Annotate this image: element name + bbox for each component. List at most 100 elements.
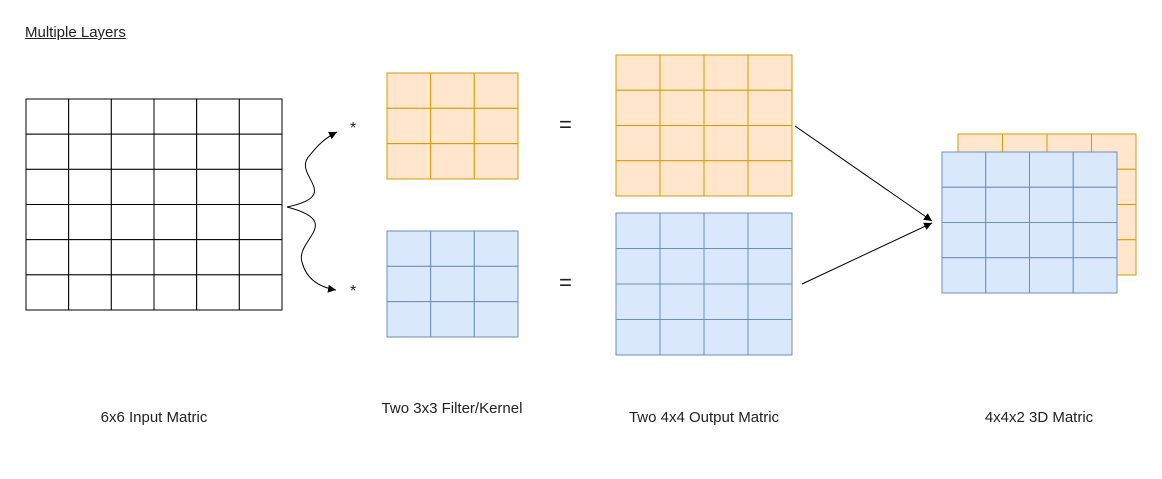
matrix-cell [703,212,749,249]
filter-matrix-blue [386,230,519,338]
caption-3d-matrix: 4x4x2 3D Matric [984,409,1094,426]
matrix-cell [153,133,198,170]
matrix-cell [110,168,155,205]
matrix-cell [25,274,70,311]
matrix-cell [985,222,1030,259]
matrix-cell [1072,257,1118,294]
matrix-cell [747,283,793,320]
matrix-cell [25,204,70,241]
diagram-title: Multiple Layers [25,24,126,41]
matrix-cell [615,212,661,249]
matrix-cell [659,248,705,285]
matrix-cell [25,239,70,276]
matrix-cell [747,125,793,162]
matrix-cell [473,107,519,145]
equals-operator-upper: = [559,112,572,137]
matrix-cell [941,257,987,294]
matrix-cell [659,125,705,162]
matrix-cell [659,160,705,197]
matrix-cell [1072,186,1118,223]
caption-input-matrix: 6x6 Input Matric [100,409,208,426]
equals-operator-lower: = [559,270,572,295]
matrix-cell [1029,151,1074,188]
matrix-cell [1029,186,1074,223]
caption-filters: Two 3x3 Filter/Kernel [381,400,523,417]
matrix-cell [703,283,749,320]
matrix-cell [703,160,749,197]
matrix-cell [941,222,987,259]
matrix-cell [386,107,432,145]
stack-front-matrix [941,151,1118,294]
matrix-cell [25,98,70,135]
matrix-cell [68,274,112,311]
matrix-cell [747,212,793,249]
output-matrix-orange [615,54,793,197]
matrix-cell [68,204,112,241]
matrix-cell [153,168,198,205]
matrix-cell [68,168,112,205]
matrix-cell [1072,222,1118,259]
matrix-cell [703,54,749,91]
matrix-cell [386,301,432,338]
matrix-cell [386,230,432,267]
input-matrix [25,98,283,311]
matrix-cell [153,98,198,135]
matrix-cell [68,239,112,276]
matrix-cell [238,133,283,170]
matrix-cell [196,98,240,135]
matrix-cell [386,265,432,303]
matrix-cell [25,168,70,205]
matrix-cell [110,274,155,311]
matrix-cell [386,143,432,180]
matrix-cell [703,248,749,285]
multiply-operator-lower: * [350,283,357,300]
matrix-cell [430,230,475,267]
matrix-cell [238,168,283,205]
matrix-cell [153,204,198,241]
matrix-cell [659,212,705,249]
matrix-cell [615,248,661,285]
matrix-cell [941,186,987,223]
matrix-cell [473,143,519,180]
matrix-cell [430,72,475,109]
matrix-cell [615,54,661,91]
caption-output-matrices: Two 4x4 Output Matric [628,409,780,426]
matrix-cell [703,319,749,356]
matrix-cell [1029,222,1074,259]
matrix-cell [659,319,705,356]
matrix-cell [473,230,519,267]
matrix-cell [68,133,112,170]
matrix-cell [430,301,475,338]
matrix-cell [1072,151,1118,188]
curved-arrow-upper [286,131,338,208]
matrix-cell [110,239,155,276]
matrix-cell [747,89,793,126]
matrix-cell [703,125,749,162]
matrix-cell [68,98,112,135]
matrix-cell [153,239,198,276]
merge-arrow-upper [794,125,933,222]
matrix-cell [985,186,1030,223]
matrix-cell [110,98,155,135]
merge-arrow-lower [801,222,933,285]
matrix-cell [196,133,240,170]
matrix-cell [238,204,283,241]
matrix-cell [615,283,661,320]
matrix-cell [747,54,793,91]
matrix-cell [659,54,705,91]
matrix-cell [430,107,475,145]
matrix-cell [747,160,793,197]
matrix-cell [747,319,793,356]
matrix-cell [615,125,661,162]
matrix-cell [110,204,155,241]
matrix-cell [238,98,283,135]
matrix-cell [196,168,240,205]
filter-matrix-orange [386,72,519,180]
matrix-cell [941,151,987,188]
matrix-cell [985,151,1030,188]
matrix-cell [196,204,240,241]
matrix-cell [238,239,283,276]
matrix-cell [473,265,519,303]
matrix-cell [473,72,519,109]
